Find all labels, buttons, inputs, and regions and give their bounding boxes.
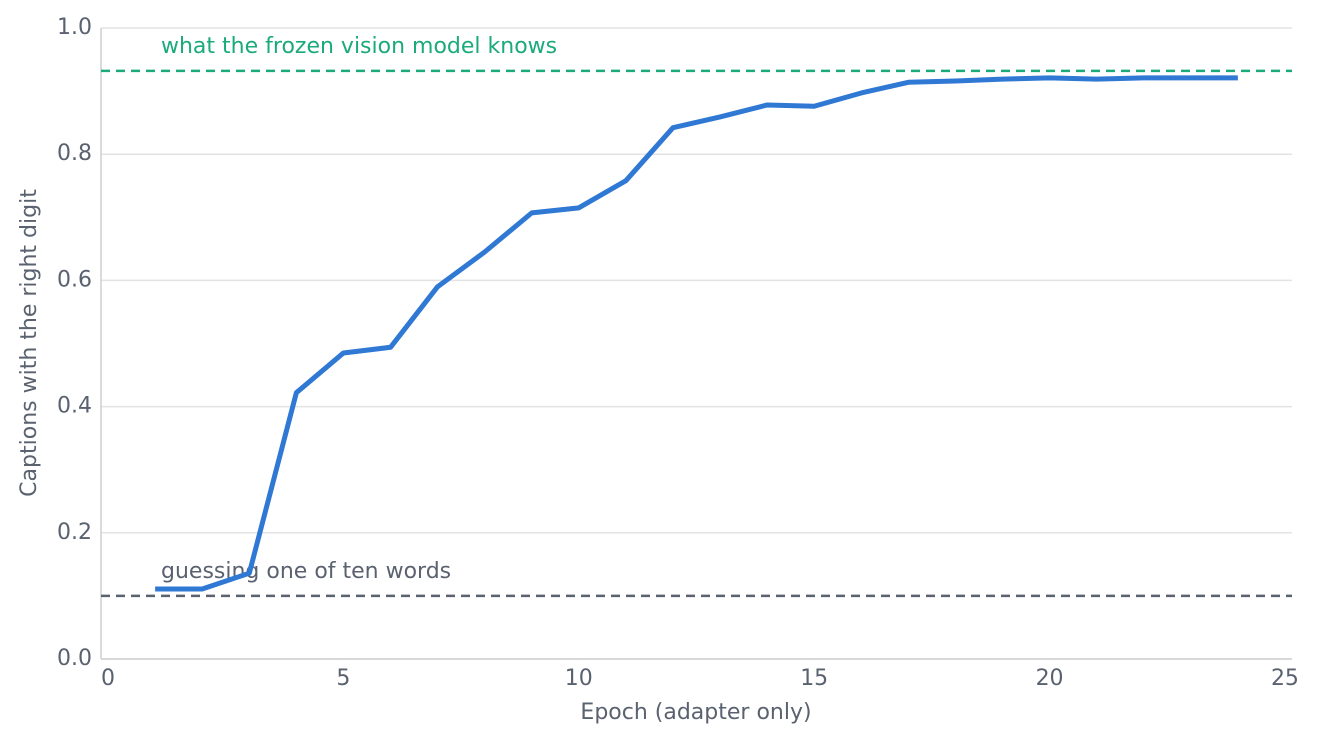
y-tick-label: 0.4 bbox=[57, 394, 92, 419]
data-line bbox=[155, 75, 1238, 592]
x-tick-label: 25 bbox=[1271, 666, 1299, 691]
x-tick-label: 15 bbox=[800, 666, 828, 691]
y-tick-label: 0.6 bbox=[57, 267, 92, 292]
y-tick-label: 1.0 bbox=[57, 15, 92, 40]
y-tick-label: 0.8 bbox=[57, 141, 92, 166]
x-tick-label: 10 bbox=[565, 666, 593, 691]
y-tick-label: 0.2 bbox=[57, 520, 92, 545]
x-axis-label: Epoch (adapter only) bbox=[580, 700, 811, 725]
x-tick-label: 5 bbox=[336, 666, 350, 691]
x-tick-label: 0 bbox=[101, 666, 115, 691]
x-tick-label: 20 bbox=[1036, 666, 1064, 691]
reference-label: guessing one of ten words bbox=[161, 559, 451, 584]
y-tick-label: 0.0 bbox=[57, 646, 92, 671]
y-axis-label: Captions with the right digit bbox=[17, 189, 42, 497]
reference-label: what the frozen vision model knows bbox=[161, 34, 557, 59]
